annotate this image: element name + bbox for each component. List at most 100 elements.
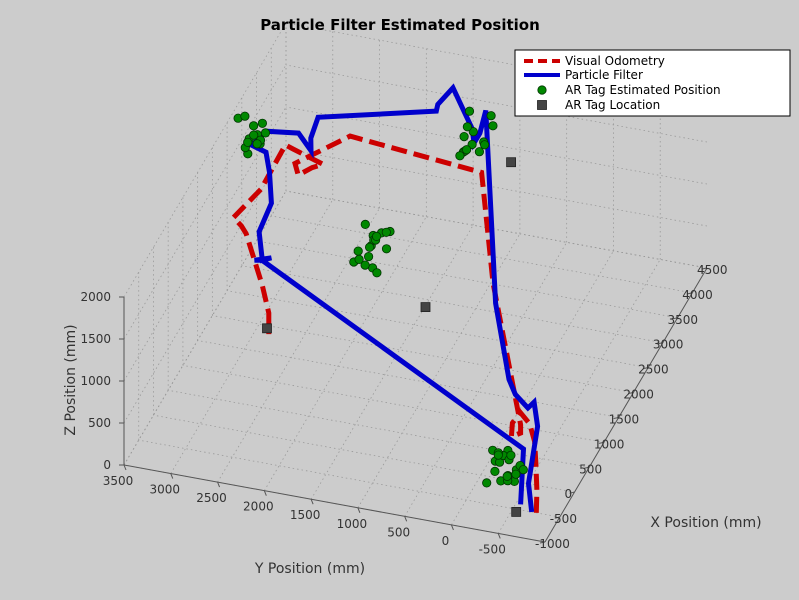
x-tick-label: 1500	[609, 412, 640, 426]
y-tick	[450, 524, 454, 531]
y-tick	[170, 473, 174, 479]
legend-swatch-ar-tag-location	[537, 100, 547, 110]
ar-tag-estimate-point	[360, 219, 370, 229]
ar-tag-estimate-point	[467, 139, 477, 150]
ar-tag-estimate-point	[493, 450, 503, 460]
y-tick-label: 1500	[290, 508, 321, 522]
ar-tag-estimate-point	[455, 151, 465, 161]
y-tick	[404, 516, 408, 522]
ar-tag-estimate-point	[474, 147, 484, 157]
floor-grid-x	[153, 414, 575, 493]
side-wall-grid-z	[285, 190, 708, 269]
floor-grid-x	[241, 265, 663, 344]
x-tick-label: 2500	[638, 363, 669, 377]
x-tick-label: 4500	[697, 263, 728, 277]
floor-grid-x	[182, 364, 604, 443]
chart-title: Particle Filter Estimated Position	[260, 16, 540, 34]
ar-tag-location-point	[420, 302, 431, 313]
ar-tag-estimate-point	[354, 254, 364, 264]
y-tick-label: -500	[479, 542, 506, 556]
z-tick-label: 500	[88, 416, 111, 430]
x-tick	[569, 491, 575, 494]
x-tick-label: 3500	[668, 313, 699, 327]
plot-markers	[233, 106, 528, 517]
z-tick-label: 1500	[80, 332, 111, 346]
ar-tag-estimate-point	[257, 118, 267, 128]
ar-tag-estimate-point	[518, 465, 528, 475]
ar-tag-estimate-point	[363, 252, 374, 262]
ar-tag-estimate-point	[364, 242, 375, 252]
x-axis-label: X Position (mm)	[650, 515, 761, 531]
ar-tag-estimate-point	[464, 106, 475, 116]
x-tick	[613, 416, 619, 419]
x-tick-label: 3000	[653, 338, 684, 352]
ar-tag-estimate-point	[372, 268, 382, 278]
ar-tag-estimate-point	[381, 244, 392, 254]
ar-tag-estimate-point	[506, 450, 516, 460]
x-tick-label: 2000	[623, 388, 654, 402]
x-tick	[657, 342, 663, 345]
y-tick	[263, 490, 267, 496]
x-tick	[584, 466, 590, 469]
x-tick-label: 1000	[594, 437, 625, 451]
ar-tag-location-point	[506, 157, 517, 168]
ar-tag-estimate-point	[479, 140, 490, 150]
floor-grid-y	[170, 199, 334, 474]
x-tick	[687, 292, 693, 295]
y-tick-label: 2000	[243, 500, 274, 514]
ar-tag-estimate-point	[249, 121, 259, 131]
ar-tag-estimate-point	[468, 127, 478, 137]
legend: Visual Odometry Particle Filter AR Tag E…	[514, 49, 791, 117]
x-tick	[539, 541, 546, 544]
z-tick-label: 1000	[80, 374, 111, 388]
x-axis-line	[544, 267, 708, 543]
y-tick	[497, 533, 501, 539]
y-tick	[217, 481, 221, 488]
y-tick-label: 3500	[103, 474, 134, 488]
series-line-particle-filter	[248, 83, 541, 513]
legend-label-ar-tag-estimated: AR Tag Estimated Position	[565, 83, 721, 97]
axes-tick-labels: -1000 -500 0 500 1000 1500 2000 2500 3000 3500 400…	[80, 263, 727, 556]
floor-grid-x	[212, 315, 634, 393]
ar-tag-estimate-point	[360, 260, 370, 270]
y-axis-label: Y Position (mm)	[254, 561, 365, 577]
floor-grid-x	[256, 240, 678, 319]
legend-label-ar-tag-location: AR Tag Location	[565, 98, 660, 112]
side-wall-grid-z	[285, 64, 708, 143]
floor-grid-y	[451, 250, 614, 526]
ar-tag-estimate-point	[260, 128, 271, 138]
floor-grid-x	[271, 215, 693, 294]
ar-tag-estimate-point	[490, 466, 500, 476]
legend-label-visual-odometry: Visual Odometry	[565, 54, 665, 68]
y-tick-label: 500	[387, 525, 410, 539]
ar-tag-estimate-point	[462, 122, 472, 132]
x-tick-label: -500	[550, 512, 577, 526]
plot-series	[230, 83, 541, 513]
ar-tag-estimate-point	[502, 471, 512, 481]
side-wall-grid-z	[285, 22, 708, 101]
legend-label-particle-filter: Particle Filter	[565, 68, 643, 82]
z-tick-label: 0	[103, 458, 111, 472]
ar-tag-estimate-point	[486, 111, 496, 121]
x-tick-label: 500	[579, 462, 602, 476]
x-tick	[628, 392, 634, 395]
ar-tag-estimate-point	[252, 139, 262, 149]
series-line-visual-odometry	[230, 133, 540, 513]
x-tick	[701, 267, 708, 270]
floor-grid-y	[310, 225, 474, 500]
y-axis-line	[123, 464, 546, 543]
floor-grid-x	[138, 439, 560, 518]
ar-tag-estimate-point	[353, 246, 363, 256]
x-tick	[672, 317, 678, 320]
x-tick	[554, 516, 560, 519]
y-tick-label: 2500	[196, 491, 227, 505]
floor-grid-y	[263, 216, 427, 491]
side-wall-grid-z	[285, 148, 708, 227]
x-tick-label: 0	[564, 487, 572, 501]
legend-swatch-ar-tag-estimated	[537, 85, 547, 95]
y-tick-label: 3000	[150, 483, 181, 497]
y-tick	[357, 507, 361, 513]
ar-tag-location-point	[262, 323, 272, 334]
ar-tag-estimate-point	[511, 469, 521, 479]
side-wall-grid-z	[285, 106, 708, 185]
